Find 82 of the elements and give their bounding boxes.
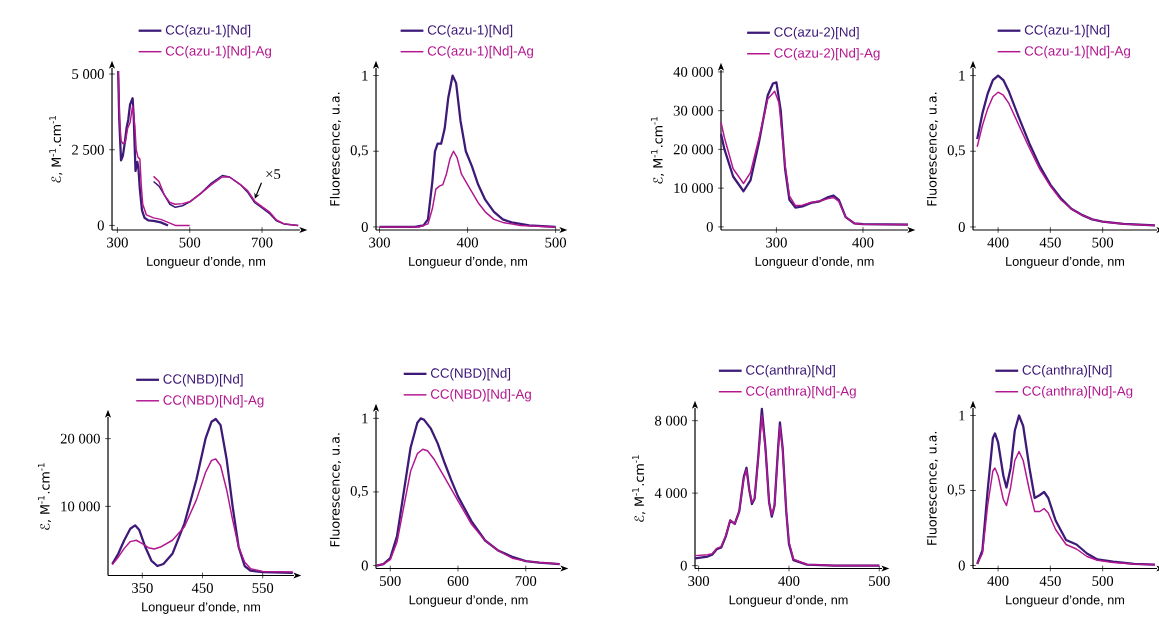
x-tick-label: 300 [688,576,710,586]
x-tick-label: 600 [447,576,469,586]
x-axis-title: Longueur d’onde, nm [147,256,266,269]
x-tick-label: 500 [1092,237,1114,248]
legend-label: CC(azu-2)[Nd] [774,26,859,40]
x-tick-label: 400 [852,237,874,248]
legend-label: CC(NBD)[Nd] [430,368,511,381]
y-tick-label: 8 000 [655,415,687,426]
y-axis-title: Fluorescence, u.a. [926,92,938,206]
x-axis-title: Longueur d’onde, nm [409,256,528,269]
x-tick-label: 450 [1039,237,1061,248]
y-tick-label: 1 [959,410,965,421]
legend-label: CC(azu-2)[Nd]-Ag [774,47,880,61]
y-tick-label: 20 000 [673,144,713,155]
y-tick-label: 20 000 [60,433,100,444]
y-tick-label: 0 [361,560,368,571]
x-axis-title: Longueur d’onde, nm [755,256,874,269]
legend-label: CC(azu-1)[Nd]-Ag [165,45,272,59]
x-axis-title: Longueur d’onde, nm [729,595,848,607]
y-tick-label: 0,5 [350,485,368,498]
legend-label: CC(azu-1)[Nd]-Ag [427,45,534,59]
y-tick-label: 0,5 [350,145,368,158]
x-tick-label: 500 [545,237,567,248]
line-series [378,150,557,228]
y-tick-label: 0 [706,221,713,232]
y-tick-label: 0 [361,222,368,232]
legend-label: CC(NBD)[Nd]-Ag [163,394,264,408]
x-tick-label: 450 [191,583,213,593]
x-tick-label: 400 [987,576,1009,586]
y-tick-label: 30 000 [673,105,713,116]
y-tick-label: 0,5 [947,145,965,158]
legend-label: CC(azu-1)[Nd] [1024,24,1110,38]
y-tick-label: 40 000 [673,66,713,77]
y-axis-title: Fluorescence, u.a. [926,431,938,545]
x-tick-label: 400 [456,237,479,248]
legend-label: CC(anthra)[Nd] [746,364,835,378]
x-tick-label: 500 [869,576,890,586]
legend-label: CC(azu-1)[Nd] [427,24,513,38]
y-axis-title: Fluorescence, u.a. [329,433,341,547]
x-tick-label: 400 [987,237,1009,248]
y-tick-label: 0 [680,560,687,571]
x-tick-label: 500 [1092,576,1114,586]
annotation: ×5 [266,169,281,180]
y-tick-label: 0,5 [947,484,965,497]
x-axis-title: Longueur d’onde, nm [1006,595,1125,607]
x-tick-label: 550 [252,583,274,593]
y-axis-title: ℰ, M$^{-1}$.cm$^{-1}$ [37,463,51,530]
y-axis-title: ℰ, M$^{-1}$.cm$^{-1}$ [632,455,646,522]
y-axis-title: ℰ, M$^{-1}$.cm$^{-1}$ [650,116,664,184]
y-tick-label: 1 [959,70,965,81]
x-tick-label: 700 [252,237,273,248]
x-tick-label: 700 [515,576,537,586]
legend-label: CC(anthra)[Nd] [1022,364,1112,378]
x-tick-label: 300 [107,237,128,248]
legend-label: CC(azu-1)[Nd]-Ag [1024,45,1131,59]
y-tick-label: 5 000 [72,69,104,79]
x-tick-label: 500 [179,237,201,248]
x-tick-label: 300 [369,237,390,248]
x-axis-title: Longueur d’onde, nm [409,595,528,607]
legend-label: CC(NBD)[Nd] [163,373,243,387]
y-axis-title: ℰ, M$^{-1}$.cm$^{-1}$ [49,115,63,183]
y-tick-label: 1 [362,413,368,424]
x-tick-label: 350 [132,583,153,593]
x-tick-label: 500 [380,576,401,586]
y-tick-label: 0 [958,222,965,232]
y-tick-label: 10 000 [61,501,100,512]
y-tick-label: 0 [97,220,104,231]
legend-label: CC(azu-1)[Nd] [165,24,251,38]
x-tick-label: 450 [1039,576,1061,586]
x-tick-label: 300 [766,237,787,248]
x-tick-label: 400 [778,576,800,586]
y-axis-title: Fluorescence, u.a. [329,92,341,206]
y-tick-label: 1 [362,70,368,81]
legend-label: CC(anthra)[Nd]-Ag [746,385,856,399]
x-axis-title: Longueur d’onde, nm [1006,256,1125,269]
x-axis-title: Longueur d’onde, nm [142,602,261,614]
y-tick-label: 0 [958,560,965,571]
legend-label: CC(anthra)[Nd]-Ag [1022,385,1133,399]
legend-label: CC(NBD)[Nd]-Ag [430,389,531,402]
y-tick-label: 4 000 [654,488,687,499]
y-tick-label: 10 000 [674,183,713,194]
y-tick-label: 2 500 [72,144,104,155]
